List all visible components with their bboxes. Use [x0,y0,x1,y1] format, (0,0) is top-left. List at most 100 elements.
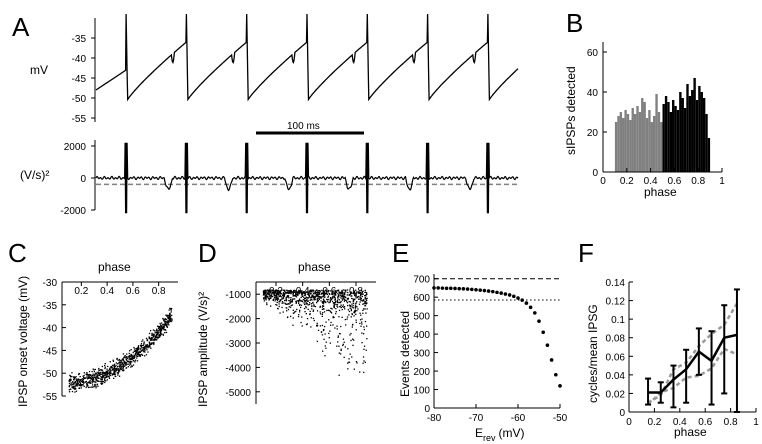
c-scatter-point [113,371,115,373]
d-scatter-point [311,294,314,296]
d-scatter-point [359,322,361,325]
d-scatter-point [317,329,320,331]
histogram-bar [629,120,632,172]
c-scatter-point [157,333,159,335]
d-scatter-point [279,290,281,292]
c-scatter-point [154,337,156,340]
d-scatter-point [321,315,323,317]
histogram-bars [614,78,711,172]
d-scatter-point [285,303,287,305]
d-scatter-point [322,299,325,301]
c-scatter-point [133,354,136,357]
c-scatter-point [159,335,161,337]
voltage-axis-ticks: -35 -40 -45 -50 -55 [72,34,95,125]
c-scatter-point [138,350,140,352]
d-scatter-point [264,297,266,299]
d-scatter-point [306,317,309,320]
c-scatter-point [88,370,91,373]
d-scatter-point [312,302,314,304]
d-scatter-point [299,311,301,313]
c-scatter-point [160,329,162,331]
c-scatter-point [102,374,104,376]
d-scatter-point [345,296,347,299]
d-scatter-point [354,310,356,312]
d-scatter-point [320,296,322,298]
c-scatter-point [105,380,107,382]
c-scatter-point [92,374,94,377]
d-scatter-point [312,296,315,299]
histogram-bar [702,98,706,172]
d-scatter-point [325,321,327,323]
panel-label-a: A [12,12,30,42]
c-scatter-point [163,328,165,330]
e-data-point [465,287,470,291]
histogram-bar [683,108,687,172]
d-scatter-point [287,295,289,297]
c-scatter-point [120,365,122,367]
c-scatter-point [100,382,102,385]
c-scatter-point [121,362,123,364]
c-scatter-point [69,381,71,383]
d-scatter-point [348,314,350,316]
d-scatter-point [277,290,279,292]
d-scatter-point [298,299,300,302]
c-scatter-point [83,382,85,384]
d-scatter-point [298,289,300,292]
c-scatter-point [117,359,119,361]
histogram-bar [633,114,637,172]
d-scatter-point [355,297,357,299]
c-scatter-point [169,316,171,318]
d-scatter-point [365,349,367,351]
c-scatter-point [165,319,167,321]
e-y-tick-label: 500 [413,312,430,323]
d-scatter-point [338,374,340,376]
c-scatter-point [116,368,118,370]
d-scatter-point [323,328,325,331]
d-scatter-point [262,294,265,296]
d-scatter-point [331,296,334,298]
c-scatter-point [75,390,78,392]
voltage-tick-label: -40 [72,54,87,65]
d-scatter-point [361,295,363,298]
histogram-bar [693,78,696,172]
histogram-bar [622,118,625,172]
c-scatter-point [133,350,135,352]
c-scatter-point [159,334,161,336]
c-scatter-point [163,325,165,327]
c-scatter-point [164,318,166,320]
c-scatter-point [90,382,92,384]
c-scatter-point [99,372,101,374]
histogram-bar [669,112,673,172]
c-scatter-point [117,368,119,370]
e-data-point [545,343,550,347]
d-scatter-point [282,298,284,300]
d-y-tick-label: -1000 [225,290,251,301]
d-scatter-point [342,343,344,345]
c-scatter-point [136,347,138,349]
d-scatter-point [361,323,363,325]
c-scatter-point [83,374,85,377]
d-scatter-point [319,297,321,299]
c-scatter-point [171,307,173,310]
e-y-axis-label: Events detected [398,311,412,397]
d-scatter-point [335,311,337,313]
d-scatter-point [294,298,296,300]
c-scatter-point [70,388,72,390]
histogram-bar [652,116,656,172]
d-scatter-point [332,295,334,297]
d-scatter-point [299,303,301,306]
d-scatter-point [282,296,284,298]
d-scatter-point [318,290,320,292]
d-scatter-point [274,290,277,293]
c-scatter-point [92,368,94,370]
c-scatter-point [165,314,167,316]
c-scatter-point [169,320,172,322]
c-scatter-point [96,379,98,381]
d-scatter-point [356,292,358,294]
d-scatter-point [366,338,368,340]
c-scatter-point [85,386,87,389]
c-scatter-point [155,339,157,341]
d-scatter-point [332,302,334,304]
d-scatter-point [322,290,325,292]
c-scatter-point [89,374,92,377]
